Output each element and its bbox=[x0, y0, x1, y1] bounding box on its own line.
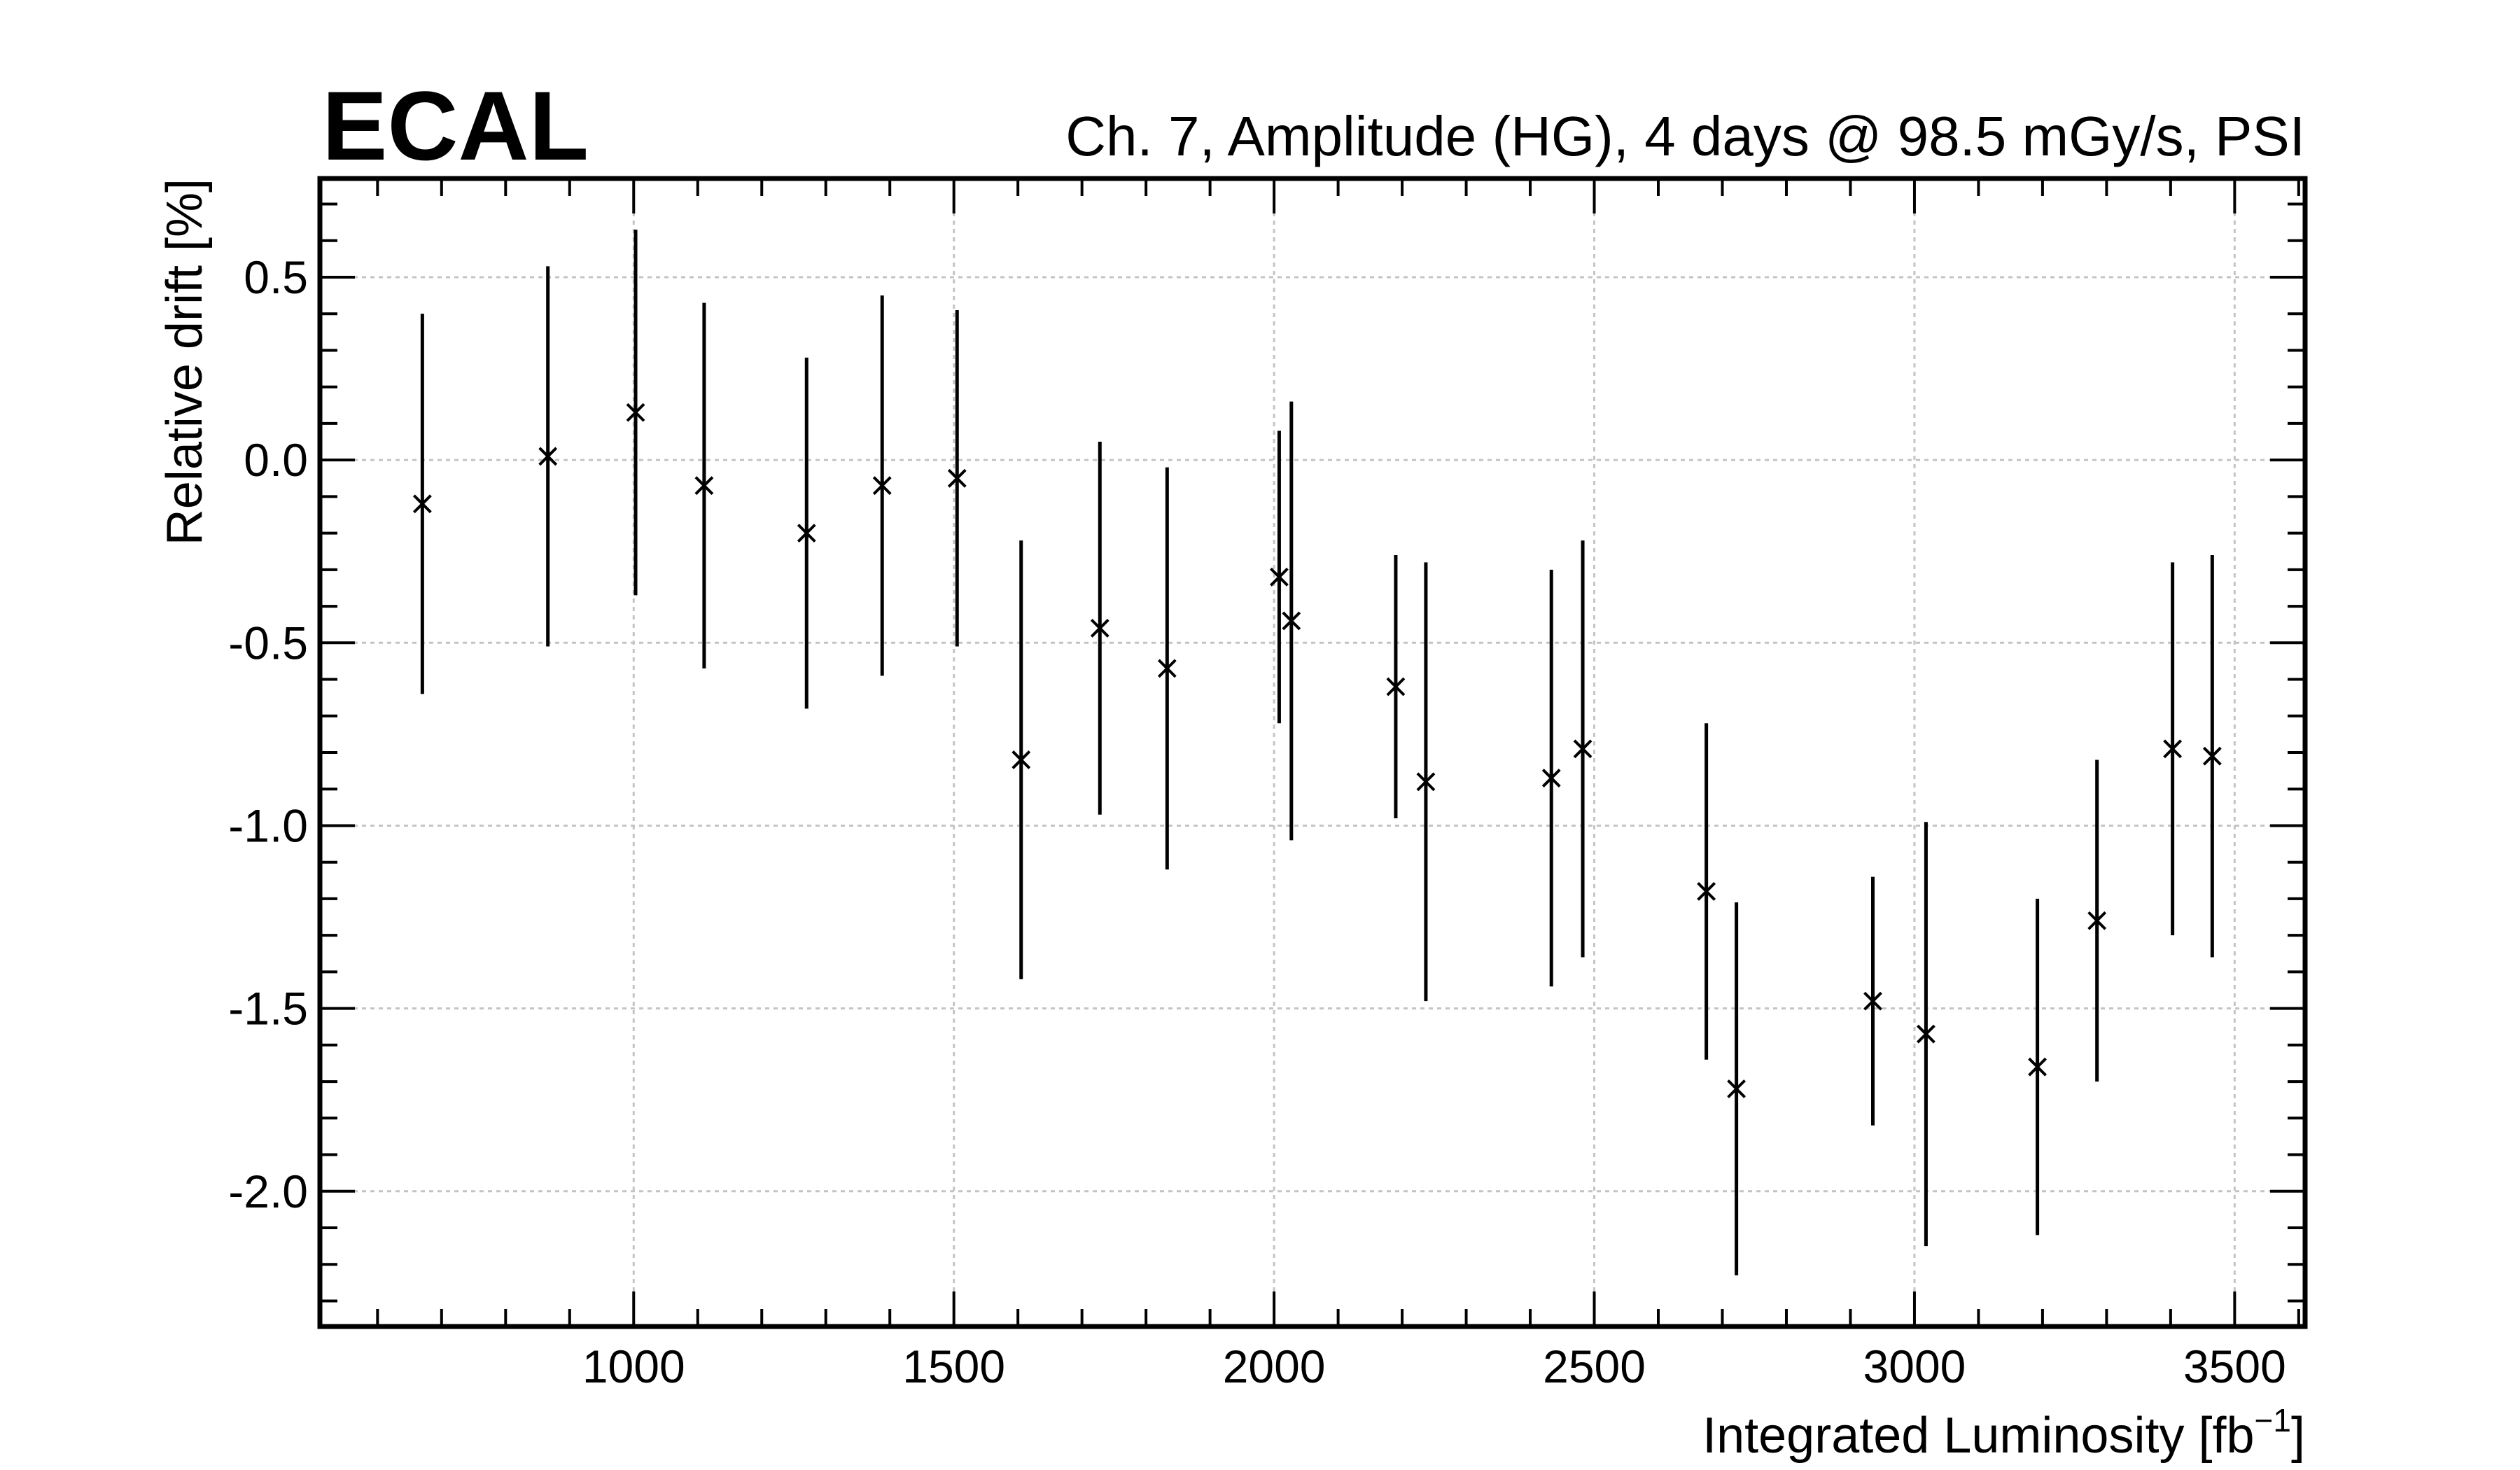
y-tick-labels: 0.5 0.0 -0.5 -1.0 -1.5 -2.0 bbox=[228, 251, 308, 1217]
x-tick-labels: 1000 1500 2000 2500 3000 3500 bbox=[582, 1340, 2286, 1392]
point-marker bbox=[872, 476, 892, 496]
data-point bbox=[947, 310, 967, 647]
x-tick-label: 3000 bbox=[1863, 1340, 1966, 1392]
data-point bbox=[538, 266, 558, 647]
data-point bbox=[1416, 562, 1436, 1002]
point-marker bbox=[1157, 659, 1177, 678]
data-point bbox=[1282, 401, 1301, 841]
data-point bbox=[1011, 540, 1031, 979]
y-axis-label: Relative drift [%] bbox=[157, 178, 213, 545]
point-marker bbox=[2163, 739, 2183, 759]
point-marker bbox=[797, 524, 816, 543]
point-marker bbox=[1282, 611, 1301, 631]
data-point bbox=[2202, 554, 2222, 958]
point-marker bbox=[1386, 677, 1406, 696]
point-marker bbox=[1090, 619, 1110, 638]
data-point bbox=[1270, 430, 1289, 724]
data-point bbox=[1917, 822, 1935, 1247]
point-marker bbox=[1727, 1079, 1746, 1098]
ecal-logo: ECAL bbox=[322, 71, 589, 181]
x-tick-label: 1500 bbox=[902, 1340, 1005, 1392]
data-point bbox=[1157, 467, 1177, 870]
point-marker bbox=[947, 468, 967, 488]
point-marker bbox=[412, 494, 432, 514]
data-point bbox=[2087, 760, 2107, 1082]
x-tick-label: 1000 bbox=[582, 1340, 685, 1392]
data-points bbox=[412, 230, 2222, 1275]
x-tick-label: 2000 bbox=[1223, 1340, 1326, 1392]
point-marker bbox=[1270, 567, 1289, 587]
point-marker bbox=[1416, 772, 1436, 792]
point-marker bbox=[2087, 911, 2107, 930]
data-point bbox=[626, 230, 645, 596]
data-point bbox=[412, 314, 432, 694]
data-point bbox=[1541, 569, 1561, 987]
y-tick-label: -0.5 bbox=[228, 617, 308, 668]
point-marker bbox=[2202, 746, 2222, 766]
data-point bbox=[1697, 723, 1716, 1060]
y-tick-label: 0.5 bbox=[244, 251, 308, 303]
grid bbox=[320, 178, 2305, 1326]
x-axis-label-exponent: −1 bbox=[2255, 1402, 2291, 1438]
data-point bbox=[694, 302, 714, 668]
data-point bbox=[872, 295, 892, 676]
x-axis-label-text: Integrated Luminosity [fb bbox=[1702, 1408, 2254, 1464]
axis-ticks bbox=[320, 178, 2305, 1326]
data-point bbox=[1573, 540, 1592, 958]
plot-frame bbox=[317, 176, 2308, 1329]
y-tick-label: -2.0 bbox=[228, 1166, 308, 1217]
x-axis-label: Integrated Luminosity [fb−1] bbox=[1702, 1402, 2305, 1464]
data-point bbox=[1090, 442, 1110, 815]
point-marker bbox=[626, 402, 645, 422]
point-marker bbox=[2028, 1057, 2047, 1077]
point-marker bbox=[1697, 882, 1716, 901]
point-marker bbox=[1541, 769, 1561, 788]
point-marker bbox=[1863, 991, 1882, 1011]
data-point bbox=[1386, 554, 1406, 819]
point-marker bbox=[538, 447, 558, 466]
point-marker bbox=[1917, 1024, 1935, 1044]
data-point bbox=[1727, 902, 1746, 1275]
point-marker bbox=[1011, 750, 1031, 769]
point-marker bbox=[694, 476, 714, 496]
data-point bbox=[1863, 876, 1882, 1126]
data-point bbox=[2028, 898, 2047, 1236]
y-tick-label: -1.5 bbox=[228, 983, 308, 1035]
y-tick-label: 0.0 bbox=[244, 434, 308, 486]
y-tick-label: -1.0 bbox=[228, 799, 308, 851]
x-axis-label-bracket: ] bbox=[2291, 1408, 2305, 1464]
data-point bbox=[2163, 562, 2183, 936]
x-tick-label: 3500 bbox=[2183, 1340, 2286, 1392]
x-tick-label: 2500 bbox=[1543, 1340, 1646, 1392]
chart-title: Ch. 7, Amplitude (HG), 4 days @ 98.5 mGy… bbox=[1065, 105, 2305, 167]
point-marker bbox=[1573, 739, 1592, 759]
data-point bbox=[797, 357, 816, 709]
